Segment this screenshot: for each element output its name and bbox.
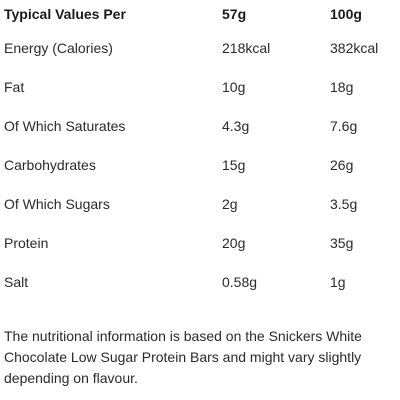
- row-value-57g: 15g: [222, 156, 246, 173]
- header-57g: 57g: [222, 6, 247, 22]
- row-value-57g: 4.3g: [222, 117, 250, 134]
- row-label: Of Which Saturates: [4, 117, 126, 134]
- row-value-100g: 18g: [330, 78, 354, 95]
- row-label: Salt: [4, 273, 29, 290]
- row-value-57g: 0.58g: [222, 273, 258, 290]
- row-label: Fat: [4, 78, 25, 95]
- row-label: Protein: [4, 234, 49, 251]
- header-100g: 100g: [330, 6, 362, 22]
- row-label: Energy (Calories): [4, 39, 113, 56]
- header-typical-values-per: Typical Values Per: [4, 6, 126, 22]
- nutrition-table: Typical Values Per 57g 100g Energy (Calo…: [4, 0, 396, 301]
- row-value-100g: 382kcal: [330, 39, 379, 56]
- table-row: Fat 10g 18g: [4, 67, 396, 106]
- row-value-100g: 7.6g: [330, 117, 358, 134]
- row-value-100g: 3.5g: [330, 195, 358, 212]
- row-value-100g: 35g: [330, 234, 354, 251]
- table-row: Carbohydrates 15g 26g: [4, 145, 396, 184]
- row-value-57g: 218kcal: [222, 39, 271, 56]
- table-row: Of Which Saturates 4.3g 7.6g: [4, 106, 396, 145]
- row-value-57g: 2g: [222, 195, 238, 212]
- table-header-row: Typical Values Per 57g 100g: [4, 0, 396, 28]
- row-value-57g: 20g: [222, 234, 246, 251]
- row-value-100g: 1g: [330, 273, 346, 290]
- row-label: Carbohydrates: [4, 156, 96, 173]
- table-row: Of Which Sugars 2g 3.5g: [4, 184, 396, 223]
- nutrition-note: The nutritional information is based on …: [4, 328, 362, 386]
- row-value-100g: 26g: [330, 156, 354, 173]
- table-row: Salt 0.58g 1g: [4, 262, 396, 301]
- table-row: Protein 20g 35g: [4, 223, 396, 262]
- row-label: Of Which Sugars: [4, 195, 110, 212]
- row-value-57g: 10g: [222, 78, 246, 95]
- table-row: Energy (Calories) 218kcal 382kcal: [4, 28, 396, 67]
